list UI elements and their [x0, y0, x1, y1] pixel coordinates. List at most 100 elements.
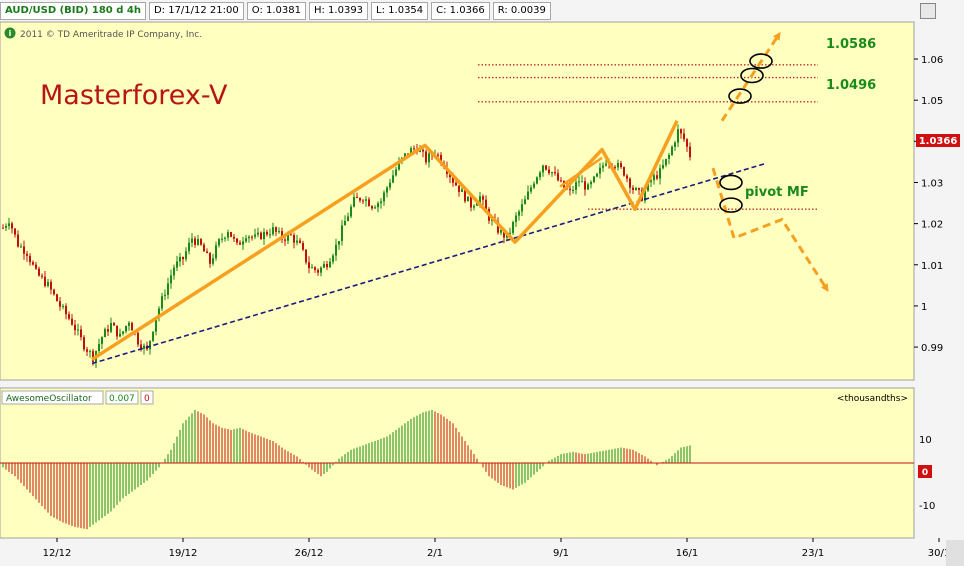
oscillator-name[interactable]: AwesomeOscillator	[6, 394, 92, 404]
candle-body	[179, 256, 181, 262]
candle-body	[80, 329, 82, 338]
oscillator-name-box	[1, 390, 104, 405]
candle-body	[392, 175, 394, 183]
candle-body	[128, 322, 130, 326]
candle-body	[590, 181, 592, 185]
candle-body	[476, 203, 478, 206]
candle-body	[23, 246, 25, 254]
candle-body	[335, 244, 337, 256]
candle-body	[551, 172, 553, 174]
candle-body	[503, 229, 505, 238]
candle-body	[224, 237, 226, 239]
info-icon	[4, 27, 16, 39]
candle-body	[341, 225, 343, 242]
target-circle	[719, 197, 743, 213]
level-label-3: 1.0496	[826, 78, 876, 93]
oscillator-zero-box	[140, 390, 154, 405]
candle-body	[11, 223, 13, 229]
candle-body	[419, 149, 421, 152]
candle-body	[581, 181, 583, 183]
candle-body	[284, 239, 286, 241]
candle-body	[356, 196, 358, 198]
target-circle	[728, 88, 752, 104]
candle-body	[650, 180, 652, 183]
price-tick-label: 1	[921, 302, 927, 313]
candle-body	[20, 246, 22, 248]
bullish-projection-arrow	[720, 31, 781, 122]
candle-body	[161, 296, 163, 309]
candle-body	[89, 351, 91, 353]
candle-body	[68, 314, 70, 319]
candle-body	[434, 154, 436, 156]
candle-body	[461, 189, 463, 192]
candle-body	[626, 175, 628, 179]
candle-body	[74, 324, 76, 331]
candle-body	[644, 190, 646, 201]
candle-body	[110, 322, 112, 332]
candle-body	[515, 215, 517, 222]
oscillator-tick-10: 10	[919, 435, 932, 446]
level-label-1: 1.0586	[826, 37, 876, 52]
candle-body	[266, 231, 268, 235]
price-tick-label: 1.02	[921, 220, 943, 231]
candle-body	[446, 167, 448, 174]
candle-body	[143, 345, 145, 349]
candle-body	[386, 187, 388, 193]
candle-body	[623, 167, 625, 176]
candle-body	[95, 351, 97, 362]
candle-body	[671, 146, 673, 156]
candle-body	[599, 167, 601, 174]
candle-body	[206, 251, 208, 254]
chart-settings-icon[interactable]	[920, 3, 936, 19]
candle-body	[188, 242, 190, 252]
time-tick-label: 23/1	[802, 548, 824, 559]
candle-body	[596, 173, 598, 177]
candle-body	[656, 175, 658, 179]
candle-body	[299, 240, 301, 243]
candle-body	[416, 148, 418, 152]
candle-body	[218, 239, 220, 246]
candle-body	[413, 148, 415, 150]
candle-body	[533, 183, 535, 188]
price-tag-text: 1.0366	[919, 136, 958, 147]
candle-body	[362, 200, 364, 202]
candle-body	[563, 180, 565, 188]
price-tick-label: 0.99	[921, 343, 943, 354]
scroll-corner[interactable]	[946, 540, 964, 566]
candle-body	[59, 301, 61, 307]
watermark-text: Masterforex-V	[40, 80, 228, 111]
date-value: D: 17/1/12 21:00	[148, 2, 244, 20]
candle-body	[263, 231, 265, 240]
candle-body	[431, 153, 433, 156]
time-tick-label: 9/1	[553, 548, 569, 559]
time-tick-label: 26/12	[295, 548, 324, 559]
candle-body	[368, 199, 370, 207]
candle-body	[530, 187, 532, 192]
candle-body	[191, 238, 193, 243]
symbol-label[interactable]: AUD/USD (BID) 180 d 4h	[0, 2, 146, 20]
candle-body	[338, 241, 340, 245]
candle-body	[164, 294, 166, 297]
candle-body	[617, 163, 619, 168]
pivot-label: pivot MF	[745, 185, 809, 200]
candle-body	[632, 187, 634, 190]
candle-body	[101, 337, 103, 345]
candle-body	[77, 329, 79, 331]
candle-body	[641, 189, 643, 201]
candle-body	[119, 333, 121, 337]
candle-body	[407, 153, 409, 155]
candle-body	[659, 168, 661, 179]
candle-body	[56, 294, 58, 302]
candle-body	[275, 227, 277, 232]
candle-body	[134, 330, 136, 333]
candle-body	[194, 238, 196, 245]
candle-body	[470, 196, 472, 208]
oscillator-bars-group	[0, 410, 914, 530]
candle-body	[113, 322, 115, 326]
candle-body	[635, 188, 637, 190]
target-circle	[749, 53, 773, 69]
candle-body	[383, 192, 385, 202]
price-axis: 1.06 1.05 1.04 1.03 1.02 1.01 1 0.99	[914, 55, 943, 354]
candle-body	[182, 256, 184, 260]
price-tag	[916, 134, 960, 147]
